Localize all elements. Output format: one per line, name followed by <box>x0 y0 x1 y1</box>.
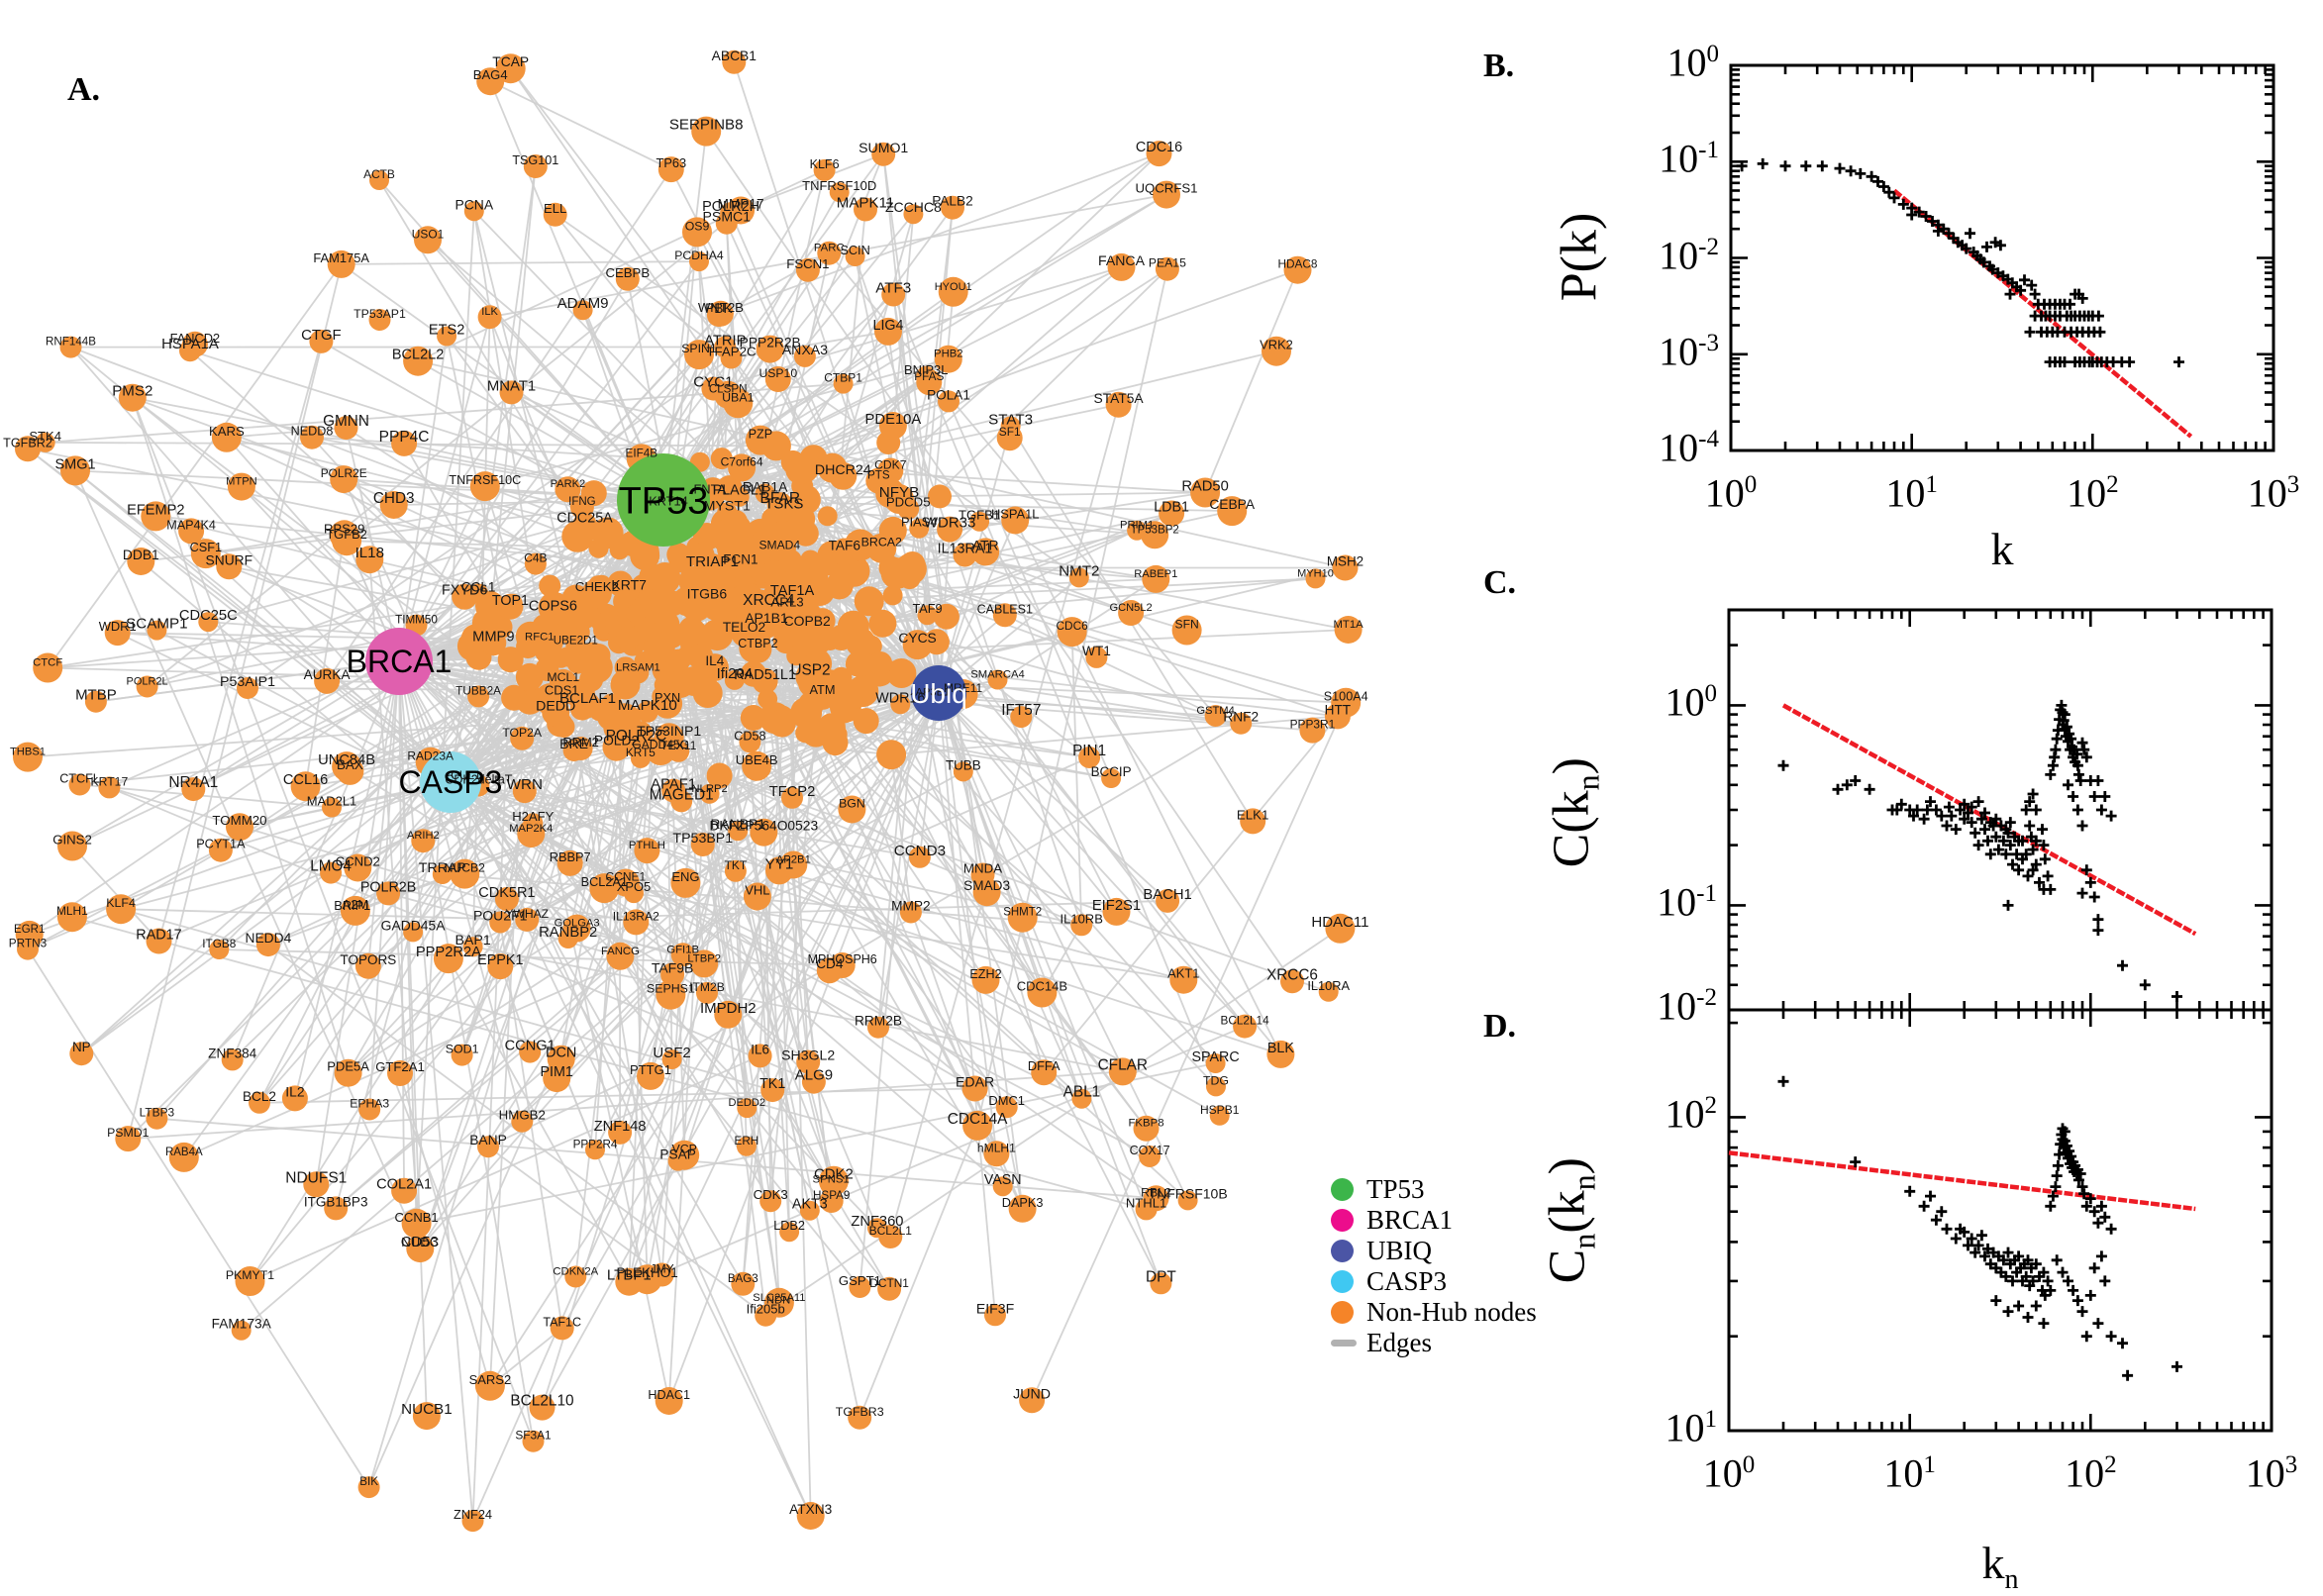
scatter-points <box>1777 1075 2182 1381</box>
node-swatch-icon <box>1331 1209 1354 1232</box>
panel-d-x-axis-title: kn <box>1981 1538 2019 1596</box>
hub-label-brca1: BRCA1 <box>347 644 453 679</box>
hub-node-ubiq <box>911 665 966 721</box>
y-tick-label: 10-2 <box>1657 983 1717 1029</box>
scatter-points <box>1736 157 2184 368</box>
legend-item-brca1: BRCA1 <box>1331 1205 1537 1236</box>
y-tick-label: 10-2 <box>1659 232 1719 277</box>
plot-d <box>1727 1008 2273 1433</box>
legend-label: TP53 <box>1366 1174 1425 1204</box>
y-tick-label: 100 <box>1666 40 1720 85</box>
hub-label-casp3: CASP3 <box>399 764 503 800</box>
legend-item-tp53: TP53 <box>1331 1174 1537 1205</box>
legend-label: UBIQ <box>1366 1236 1432 1265</box>
fit-line <box>1728 1150 2196 1212</box>
legend-label: Edges <box>1366 1328 1432 1357</box>
x-tick-label: 103 <box>2247 470 2300 516</box>
axis-ticks <box>1729 63 2275 452</box>
network-graph: MPHOSPH6POLR2CPOLR2EMNDAIfi205bPOLR2BZNF… <box>3 49 1368 1533</box>
node-swatch-icon <box>1331 1178 1354 1201</box>
legend-item-edges: Edges <box>1331 1328 1537 1358</box>
legend-label: BRCA1 <box>1366 1205 1454 1235</box>
y-tick-label: 10-4 <box>1659 425 1719 470</box>
hub-node-casp3 <box>420 751 481 813</box>
node-swatch-icon <box>1331 1270 1354 1293</box>
y-tick-label: 101 <box>1665 1405 1718 1450</box>
y-tick-label: 10-3 <box>1659 329 1719 374</box>
plot-b <box>1729 63 2275 452</box>
panel-b-label: B. <box>1483 48 1515 84</box>
x-tick-label: 100 <box>1704 470 1758 516</box>
y-tick-label: 10-1 <box>1657 879 1717 925</box>
hub-label-ubiq: Ubiq <box>910 678 967 709</box>
legend-item-non-hub-nodes: Non-Hub nodes <box>1331 1297 1537 1328</box>
x-tick-label: 102 <box>2067 470 2119 516</box>
x-tick-label: 102 <box>2065 1450 2117 1496</box>
edge-swatch-icon <box>1331 1340 1357 1347</box>
x-tick-label: 101 <box>1885 470 1938 516</box>
panel-c-label: C. <box>1483 564 1517 601</box>
y-tick-label: 100 <box>1665 679 1718 725</box>
x-tick-label: 100 <box>1702 1450 1756 1496</box>
hub-node-brca1 <box>365 628 433 695</box>
hub-label-tp53: TP53 <box>619 480 709 522</box>
axis-ticks <box>1727 1010 2273 1433</box>
legend-item-casp3: CASP3 <box>1331 1266 1537 1297</box>
legend-label: Non-Hub nodes <box>1366 1297 1537 1327</box>
node-swatch-icon <box>1331 1301 1354 1324</box>
y-tick-label: 10-1 <box>1659 136 1719 181</box>
legend-label: CASP3 <box>1366 1266 1448 1296</box>
network-hub-nodes <box>365 453 966 813</box>
panel-d-label: D. <box>1483 1008 1517 1045</box>
hub-node-tp53 <box>617 453 710 547</box>
x-tick-label: 103 <box>2245 1450 2298 1496</box>
network-node-labels: MPHOSPH6POLR2CPOLR2EMNDAIfi205bPOLR2BZNF… <box>3 49 1368 1522</box>
scatter-points <box>1777 699 2182 1002</box>
axis-ticks <box>1727 608 2273 1012</box>
panel-b-x-axis-title: k <box>1990 524 2014 574</box>
legend: TP53 BRCA1 UBIQ CASP3 Non-Hub nodes Edges <box>1331 1174 1537 1358</box>
panel-a-label: A. <box>67 71 101 108</box>
legend-item-ubiq: UBIQ <box>1331 1236 1537 1266</box>
node-swatch-icon <box>1331 1240 1354 1262</box>
plot-c <box>1727 608 2273 1012</box>
y-tick-label: 102 <box>1665 1091 1718 1137</box>
x-tick-label: 101 <box>1883 1450 1936 1496</box>
